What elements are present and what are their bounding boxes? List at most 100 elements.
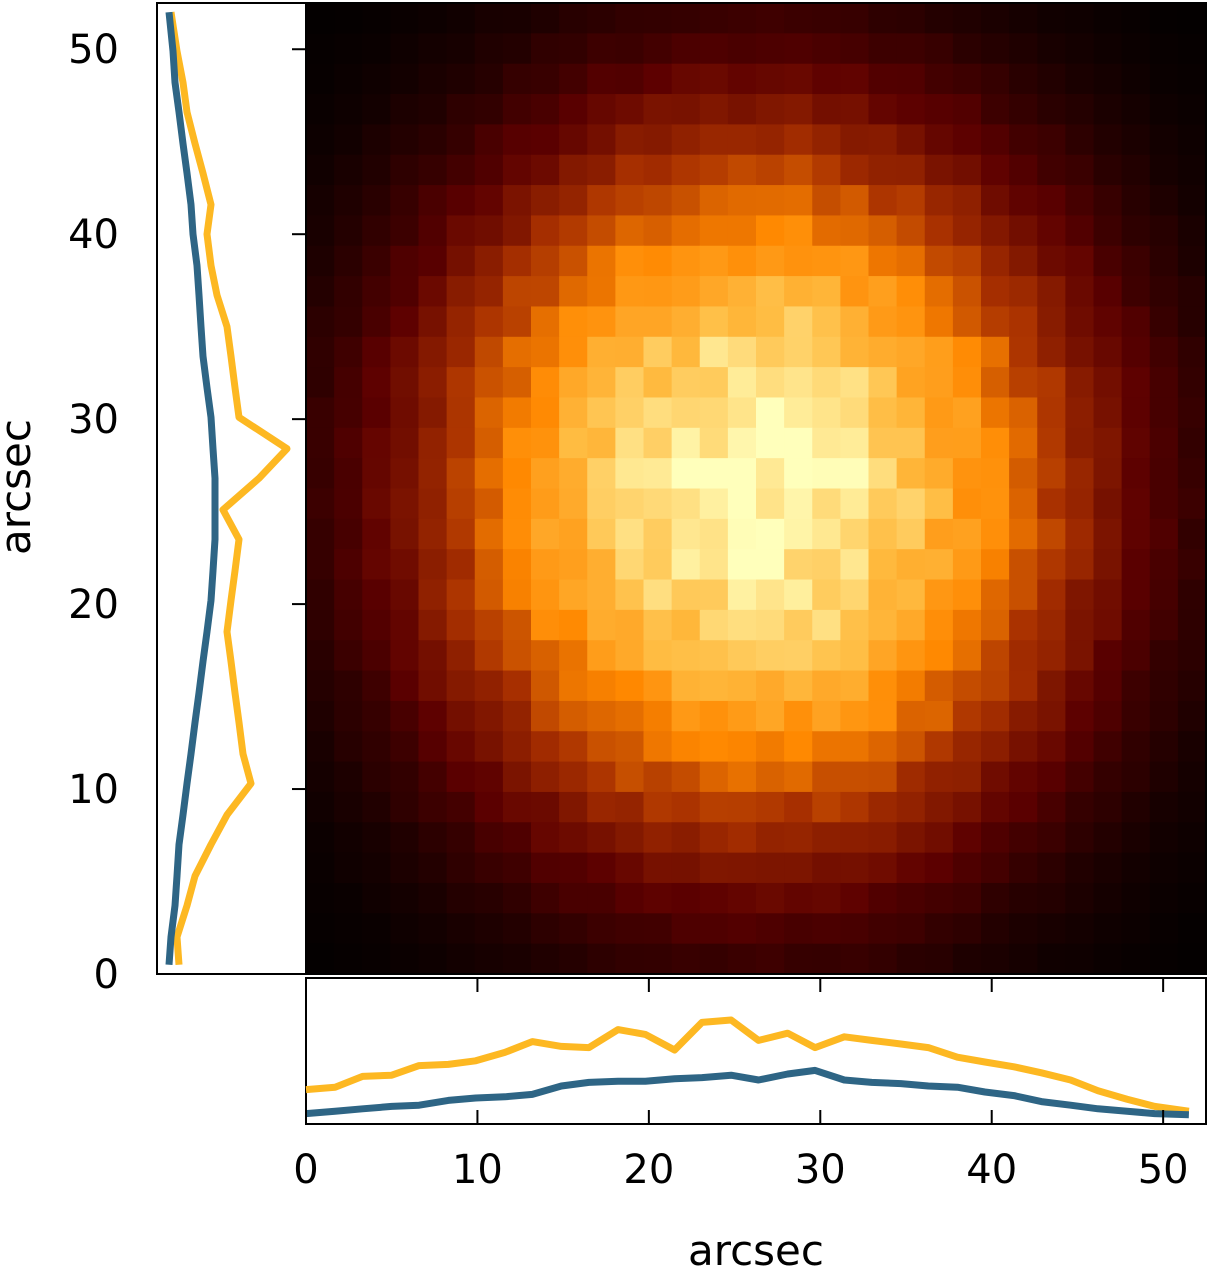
heatmap-cell: [531, 549, 560, 581]
heatmap-cell: [418, 791, 448, 823]
heatmap-cell: [981, 458, 1010, 490]
heatmap-cell: [756, 943, 785, 975]
heatmap-cell: [784, 276, 813, 308]
heatmap-cell: [362, 458, 391, 490]
heatmap-cell: [446, 94, 476, 125]
heatmap-cell: [446, 488, 476, 520]
heatmap-cell: [1009, 882, 1038, 914]
heatmap-cell: [643, 215, 673, 247]
y-tick-label: 50: [68, 27, 119, 73]
heatmap-cell: [418, 124, 448, 156]
heatmap-cell: [502, 367, 532, 399]
heatmap-cell: [1121, 94, 1151, 125]
heatmap-cell: [502, 185, 532, 216]
heatmap-cell: [727, 609, 757, 641]
heatmap-cell: [1065, 882, 1095, 914]
heatmap-cell: [784, 913, 813, 945]
heatmap-cell: [1037, 154, 1066, 186]
heatmap-cell: [1009, 518, 1038, 550]
heatmap-cell: [812, 488, 841, 520]
heatmap-cell: [446, 154, 476, 186]
heatmap-cell: [1093, 822, 1123, 854]
heatmap-cell: [418, 731, 448, 763]
heatmap-cell: [1121, 640, 1151, 672]
heatmap-cell: [784, 3, 813, 34]
heatmap-cell: [699, 306, 729, 338]
heatmap-cell: [615, 427, 645, 459]
heatmap-cell: [727, 791, 757, 823]
heatmap-cell: [1009, 124, 1038, 156]
heatmap-cell: [952, 791, 982, 823]
heatmap-cell: [1121, 154, 1151, 186]
heatmap-cell: [362, 640, 391, 672]
heatmap-cell: [896, 245, 926, 277]
heatmap-cell: [643, 488, 673, 520]
heatmap-cell: [306, 154, 335, 186]
heatmap-cell: [896, 791, 926, 823]
heatmap-cell: [840, 336, 870, 368]
heatmap-cell: [784, 731, 813, 763]
heatmap-cell: [952, 124, 982, 156]
heatmap-cell: [531, 609, 560, 641]
heatmap-cell: [1149, 549, 1179, 581]
heatmap-cell: [1065, 306, 1095, 338]
heatmap-cell: [1037, 852, 1066, 884]
heatmap-cell: [587, 397, 616, 429]
heatmap-cell: [1177, 427, 1207, 459]
heatmap-cell: [924, 3, 954, 34]
heatmap-cell: [615, 94, 645, 125]
heatmap-cell: [362, 761, 391, 793]
heatmap-cell: [981, 700, 1010, 732]
heatmap-cell: [306, 367, 335, 399]
heatmap-cell: [727, 852, 757, 884]
heatmap-cell: [1037, 731, 1066, 763]
heatmap-cell: [727, 154, 757, 186]
heatmap-cell: [1065, 761, 1095, 793]
heatmap-cell: [306, 791, 335, 823]
heatmap-cell: [418, 185, 448, 216]
heatmap-cell: [1093, 397, 1123, 429]
heatmap-cell: [699, 367, 729, 399]
heatmap-cell: [334, 579, 363, 611]
heatmap-cell: [334, 458, 363, 490]
heatmap-cell: [643, 276, 673, 308]
heatmap-cell: [699, 609, 729, 641]
heatmap-cell: [587, 518, 616, 550]
heatmap-cell: [306, 761, 335, 793]
heatmap-cell: [840, 367, 870, 399]
heatmap-cell: [784, 336, 813, 368]
heatmap-cell: [446, 185, 476, 216]
heatmap-cell: [1177, 640, 1207, 672]
heatmap-cell: [446, 761, 476, 793]
heatmap-cell: [334, 94, 363, 125]
heatmap-cell: [1065, 700, 1095, 732]
heatmap-cell: [981, 549, 1010, 581]
heatmap-cell: [1009, 3, 1038, 34]
heatmap-cell: [896, 367, 926, 399]
heatmap-cell: [840, 63, 870, 95]
heatmap-cell: [474, 458, 504, 490]
heatmap-cell: [924, 488, 954, 520]
heatmap-cell: [1121, 397, 1151, 429]
heatmap-cell: [812, 336, 841, 368]
heatmap-cell: [924, 731, 954, 763]
heatmap-cell: [615, 609, 645, 641]
heatmap-cell: [924, 306, 954, 338]
heatmap-cell: [981, 488, 1010, 520]
heatmap-cell: [896, 124, 926, 156]
heatmap-cell: [587, 700, 616, 732]
heatmap-cell: [615, 63, 645, 95]
heatmap-cell: [1121, 913, 1151, 945]
heatmap-cell: [1065, 215, 1095, 247]
heatmap-cell: [1177, 124, 1207, 156]
heatmap-cell: [1009, 579, 1038, 611]
heatmap-cell: [643, 124, 673, 156]
heatmap-cell: [1149, 640, 1179, 672]
heatmap-cell: [699, 154, 729, 186]
heatmap-cell: [362, 276, 391, 308]
heatmap-cell: [502, 154, 532, 186]
heatmap-cell: [952, 913, 982, 945]
heatmap-cell: [362, 549, 391, 581]
heatmap-cell: [306, 549, 335, 581]
heatmap-cell: [446, 397, 476, 429]
